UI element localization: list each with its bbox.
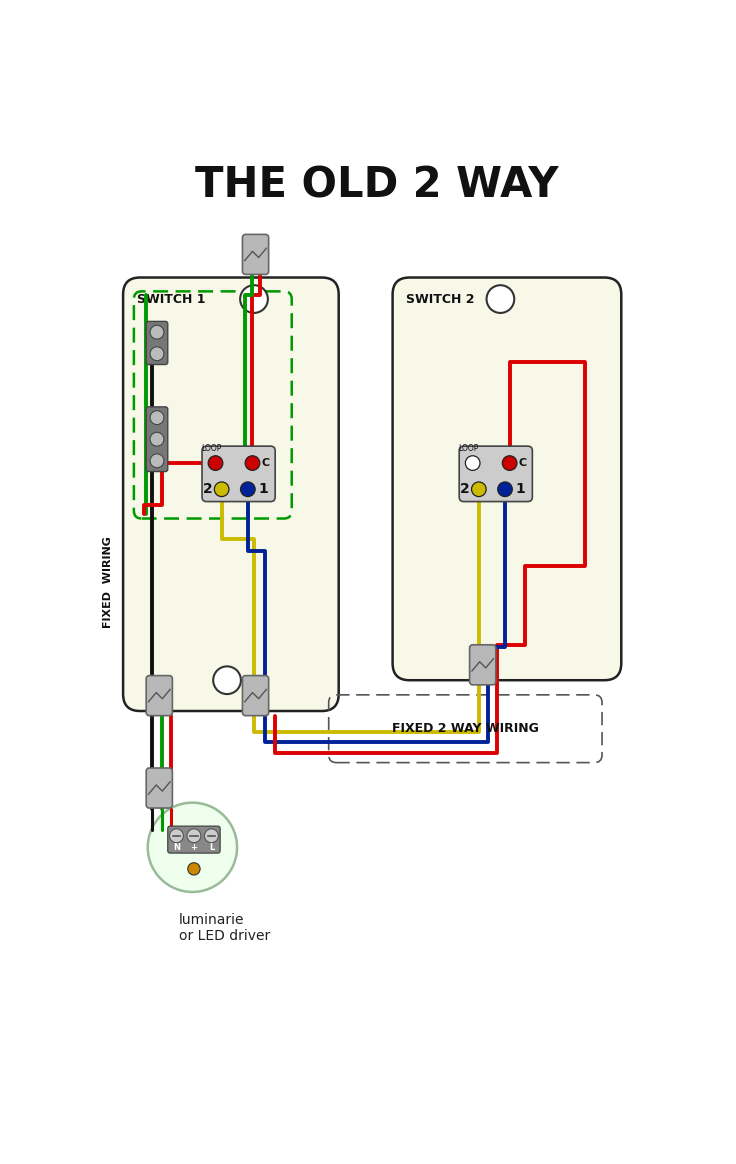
FancyBboxPatch shape	[242, 675, 269, 716]
Circle shape	[208, 456, 223, 470]
Circle shape	[241, 482, 255, 497]
Text: C: C	[261, 459, 269, 468]
Text: N: N	[173, 843, 180, 852]
Text: 1: 1	[515, 482, 526, 496]
Circle shape	[169, 829, 183, 843]
Text: SWITCH 2: SWITCH 2	[406, 292, 475, 306]
Circle shape	[205, 829, 219, 843]
FancyBboxPatch shape	[168, 826, 220, 853]
Circle shape	[150, 325, 164, 339]
FancyBboxPatch shape	[146, 768, 172, 808]
Text: +: +	[191, 843, 197, 852]
Text: FIXED 2 WAY WIRING: FIXED 2 WAY WIRING	[392, 722, 539, 736]
Circle shape	[240, 285, 268, 313]
Text: luminarie
or LED driver: luminarie or LED driver	[179, 913, 270, 943]
Text: 2: 2	[203, 482, 213, 496]
Circle shape	[148, 803, 237, 892]
Circle shape	[187, 829, 201, 843]
Circle shape	[150, 454, 164, 468]
FancyBboxPatch shape	[146, 407, 168, 471]
FancyBboxPatch shape	[202, 446, 275, 502]
Circle shape	[188, 863, 200, 875]
FancyBboxPatch shape	[459, 446, 532, 502]
Circle shape	[150, 347, 164, 361]
Circle shape	[150, 432, 164, 446]
Circle shape	[213, 666, 241, 694]
FancyBboxPatch shape	[146, 675, 172, 716]
FancyBboxPatch shape	[123, 277, 339, 711]
FancyBboxPatch shape	[146, 321, 168, 364]
Text: THE OLD 2 WAY: THE OLD 2 WAY	[196, 164, 559, 206]
Text: SWITCH 1: SWITCH 1	[137, 292, 205, 306]
FancyBboxPatch shape	[470, 645, 496, 684]
Circle shape	[465, 456, 480, 470]
Text: 2: 2	[460, 482, 470, 496]
Circle shape	[150, 411, 164, 425]
FancyBboxPatch shape	[242, 234, 269, 275]
Circle shape	[503, 456, 517, 470]
Circle shape	[472, 482, 486, 497]
Circle shape	[214, 482, 229, 497]
Text: LOOP: LOOP	[202, 445, 222, 453]
Text: C: C	[519, 459, 527, 468]
Circle shape	[498, 482, 512, 497]
Circle shape	[486, 285, 514, 313]
Circle shape	[245, 456, 260, 470]
FancyBboxPatch shape	[392, 277, 621, 680]
Text: 1: 1	[258, 482, 268, 496]
Text: L: L	[209, 843, 214, 852]
Text: LOOP: LOOP	[459, 445, 479, 453]
Text: FIXED  WIRING: FIXED WIRING	[104, 535, 113, 627]
